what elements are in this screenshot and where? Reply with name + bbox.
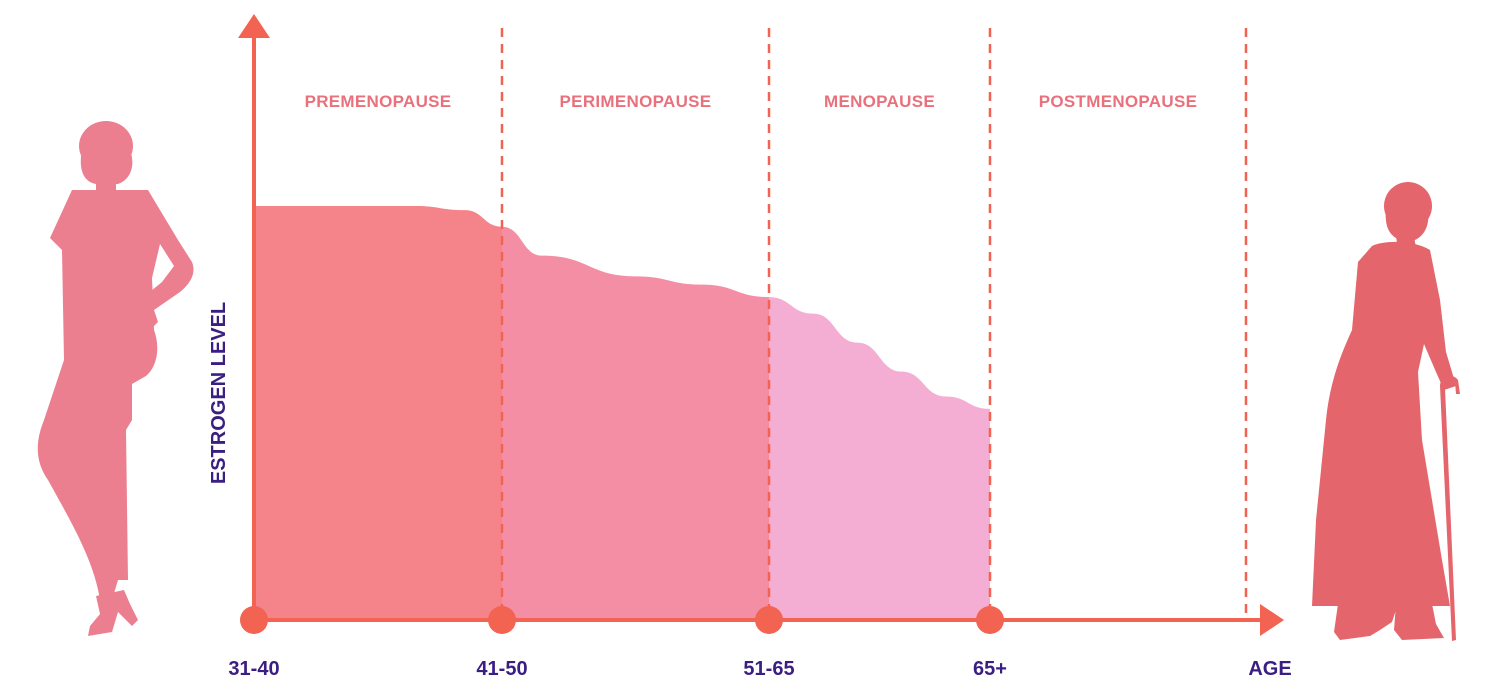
tick-dot <box>240 606 268 634</box>
phase-labels: PREMENOPAUSE PERIMENOPAUSE MENOPAUSE POS… <box>305 92 1198 111</box>
y-axis-title: ESTROGEN LEVEL <box>208 302 230 484</box>
elderly-woman-with-cane-silhouette-icon <box>1312 182 1460 641</box>
phase-label-postmenopause: POSTMENOPAUSE <box>1039 92 1198 111</box>
tick-markers <box>240 606 1004 634</box>
y-axis-arrow-icon <box>238 14 270 38</box>
x-tick-label: 51-65 <box>743 658 794 680</box>
x-tick-labels: 31-40 41-50 51-65 65+ <box>228 658 1007 680</box>
tick-dot <box>755 606 783 634</box>
estrogen-area <box>254 205 990 620</box>
x-tick-label: 41-50 <box>476 658 527 680</box>
tick-dot <box>488 606 516 634</box>
x-axis-title: AGE <box>1248 658 1291 680</box>
phase-label-menopause: MENOPAUSE <box>824 92 935 111</box>
x-tick-label: 31-40 <box>228 658 279 680</box>
area-segment-premenopause <box>254 205 502 620</box>
phase-label-perimenopause: PERIMENOPAUSE <box>560 92 712 111</box>
phase-dividers <box>500 28 1248 620</box>
x-axis-arrow-icon <box>1260 604 1284 636</box>
area-segment-perimenopause <box>502 226 769 620</box>
phase-label-premenopause: PREMENOPAUSE <box>305 92 452 111</box>
area-segment-menopause <box>769 297 990 620</box>
x-tick-label: 65+ <box>973 658 1007 680</box>
young-woman-silhouette-icon <box>37 121 194 636</box>
tick-dot <box>976 606 1004 634</box>
